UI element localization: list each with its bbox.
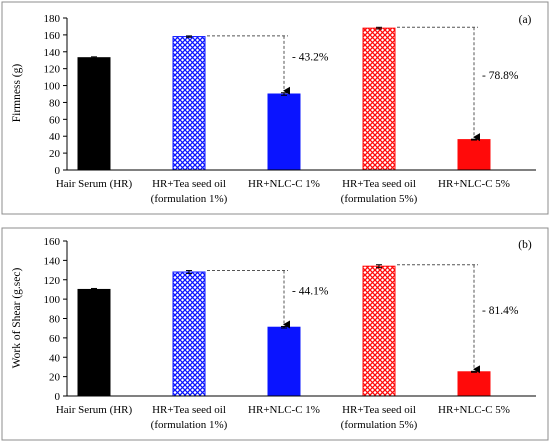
bar <box>362 27 396 171</box>
y-tick-label: 180 <box>44 13 61 25</box>
y-axis-ticks: 0 20 40 60 80 100 120 140 160 180 <box>44 13 67 177</box>
x-category-label: (formulation 1%) <box>151 193 228 205</box>
y-tick-label: 80 <box>49 314 61 326</box>
x-category-label: Hair Serum (HR) <box>56 178 133 190</box>
x-category-label: HR+Tea seed oil <box>152 404 226 416</box>
reduction-label: - 81.4% <box>482 305 519 317</box>
reduction-label: - 78.8% <box>482 70 519 82</box>
panel-label: (a) <box>519 14 532 26</box>
y-tick-label: 0 <box>55 391 61 403</box>
x-category-label: HR+Tea seed oil <box>152 178 226 190</box>
y-tick-label: 140 <box>44 47 61 59</box>
bars <box>77 26 491 171</box>
x-category-label: HR+Tea seed oil <box>342 404 416 416</box>
x-category-label: HR+NLC-C 5% <box>438 404 510 416</box>
x-category-label: (formulation 1%) <box>151 419 228 431</box>
bar <box>362 265 396 397</box>
y-tick-label: 40 <box>49 352 61 364</box>
work-of-shear-chart: 0 20 40 60 80 100 120 140 160 - 44.1% - 81.4% Hai… <box>1 227 549 441</box>
bar <box>77 288 111 397</box>
y-tick-label: 0 <box>55 165 61 177</box>
panel-label: (b) <box>518 239 532 251</box>
y-axis-label: Work of Shear (g.sec) <box>11 268 23 369</box>
annotations: - 44.1% - 81.4% <box>207 264 519 374</box>
x-category-label: (formulation 5%) <box>341 193 418 205</box>
x-category-label: HR+NLC-C 1% <box>248 178 320 190</box>
x-axis-categories: Hair Serum (HR) HR+Tea seed oil (formulati… <box>56 178 510 205</box>
y-tick-label: 160 <box>44 30 61 42</box>
y-tick-label: 80 <box>49 97 61 109</box>
bar <box>77 57 111 171</box>
y-axis-label: Firmness (g) <box>11 64 23 123</box>
y-tick-label: 140 <box>44 255 61 267</box>
y-tick-label: 60 <box>49 333 61 345</box>
y-tick-label: 20 <box>49 148 61 160</box>
bar <box>457 371 491 397</box>
bar <box>457 139 491 171</box>
y-tick-label: 40 <box>49 131 61 143</box>
y-tick-label: 20 <box>49 372 61 384</box>
bar <box>267 326 301 397</box>
y-tick-label: 120 <box>44 64 61 76</box>
x-category-label: (formulation 5%) <box>341 419 418 431</box>
y-tick-label: 100 <box>44 294 61 306</box>
x-category-label: Hair Serum (HR) <box>56 404 133 416</box>
y-tick-label: 60 <box>49 114 61 126</box>
annotations: - 43.2% - 78.8% <box>207 26 519 142</box>
bar <box>267 93 301 171</box>
x-category-label: HR+Tea seed oil <box>342 178 416 190</box>
x-axis-categories: Hair Serum (HR) HR+Tea seed oil (formulati… <box>56 404 510 431</box>
bar <box>172 271 206 397</box>
y-axis-ticks: 0 20 40 60 80 100 120 140 160 <box>44 236 67 403</box>
reduction-label: - 44.1% <box>292 285 329 297</box>
bars <box>77 264 491 397</box>
bar <box>172 36 206 171</box>
x-category-label: HR+NLC-C 1% <box>248 404 320 416</box>
x-category-label: HR+NLC-C 5% <box>438 178 510 190</box>
reduction-label: - 43.2% <box>292 51 329 63</box>
y-tick-label: 120 <box>44 275 61 287</box>
y-tick-label: 100 <box>44 81 61 93</box>
y-tick-label: 160 <box>44 236 61 248</box>
